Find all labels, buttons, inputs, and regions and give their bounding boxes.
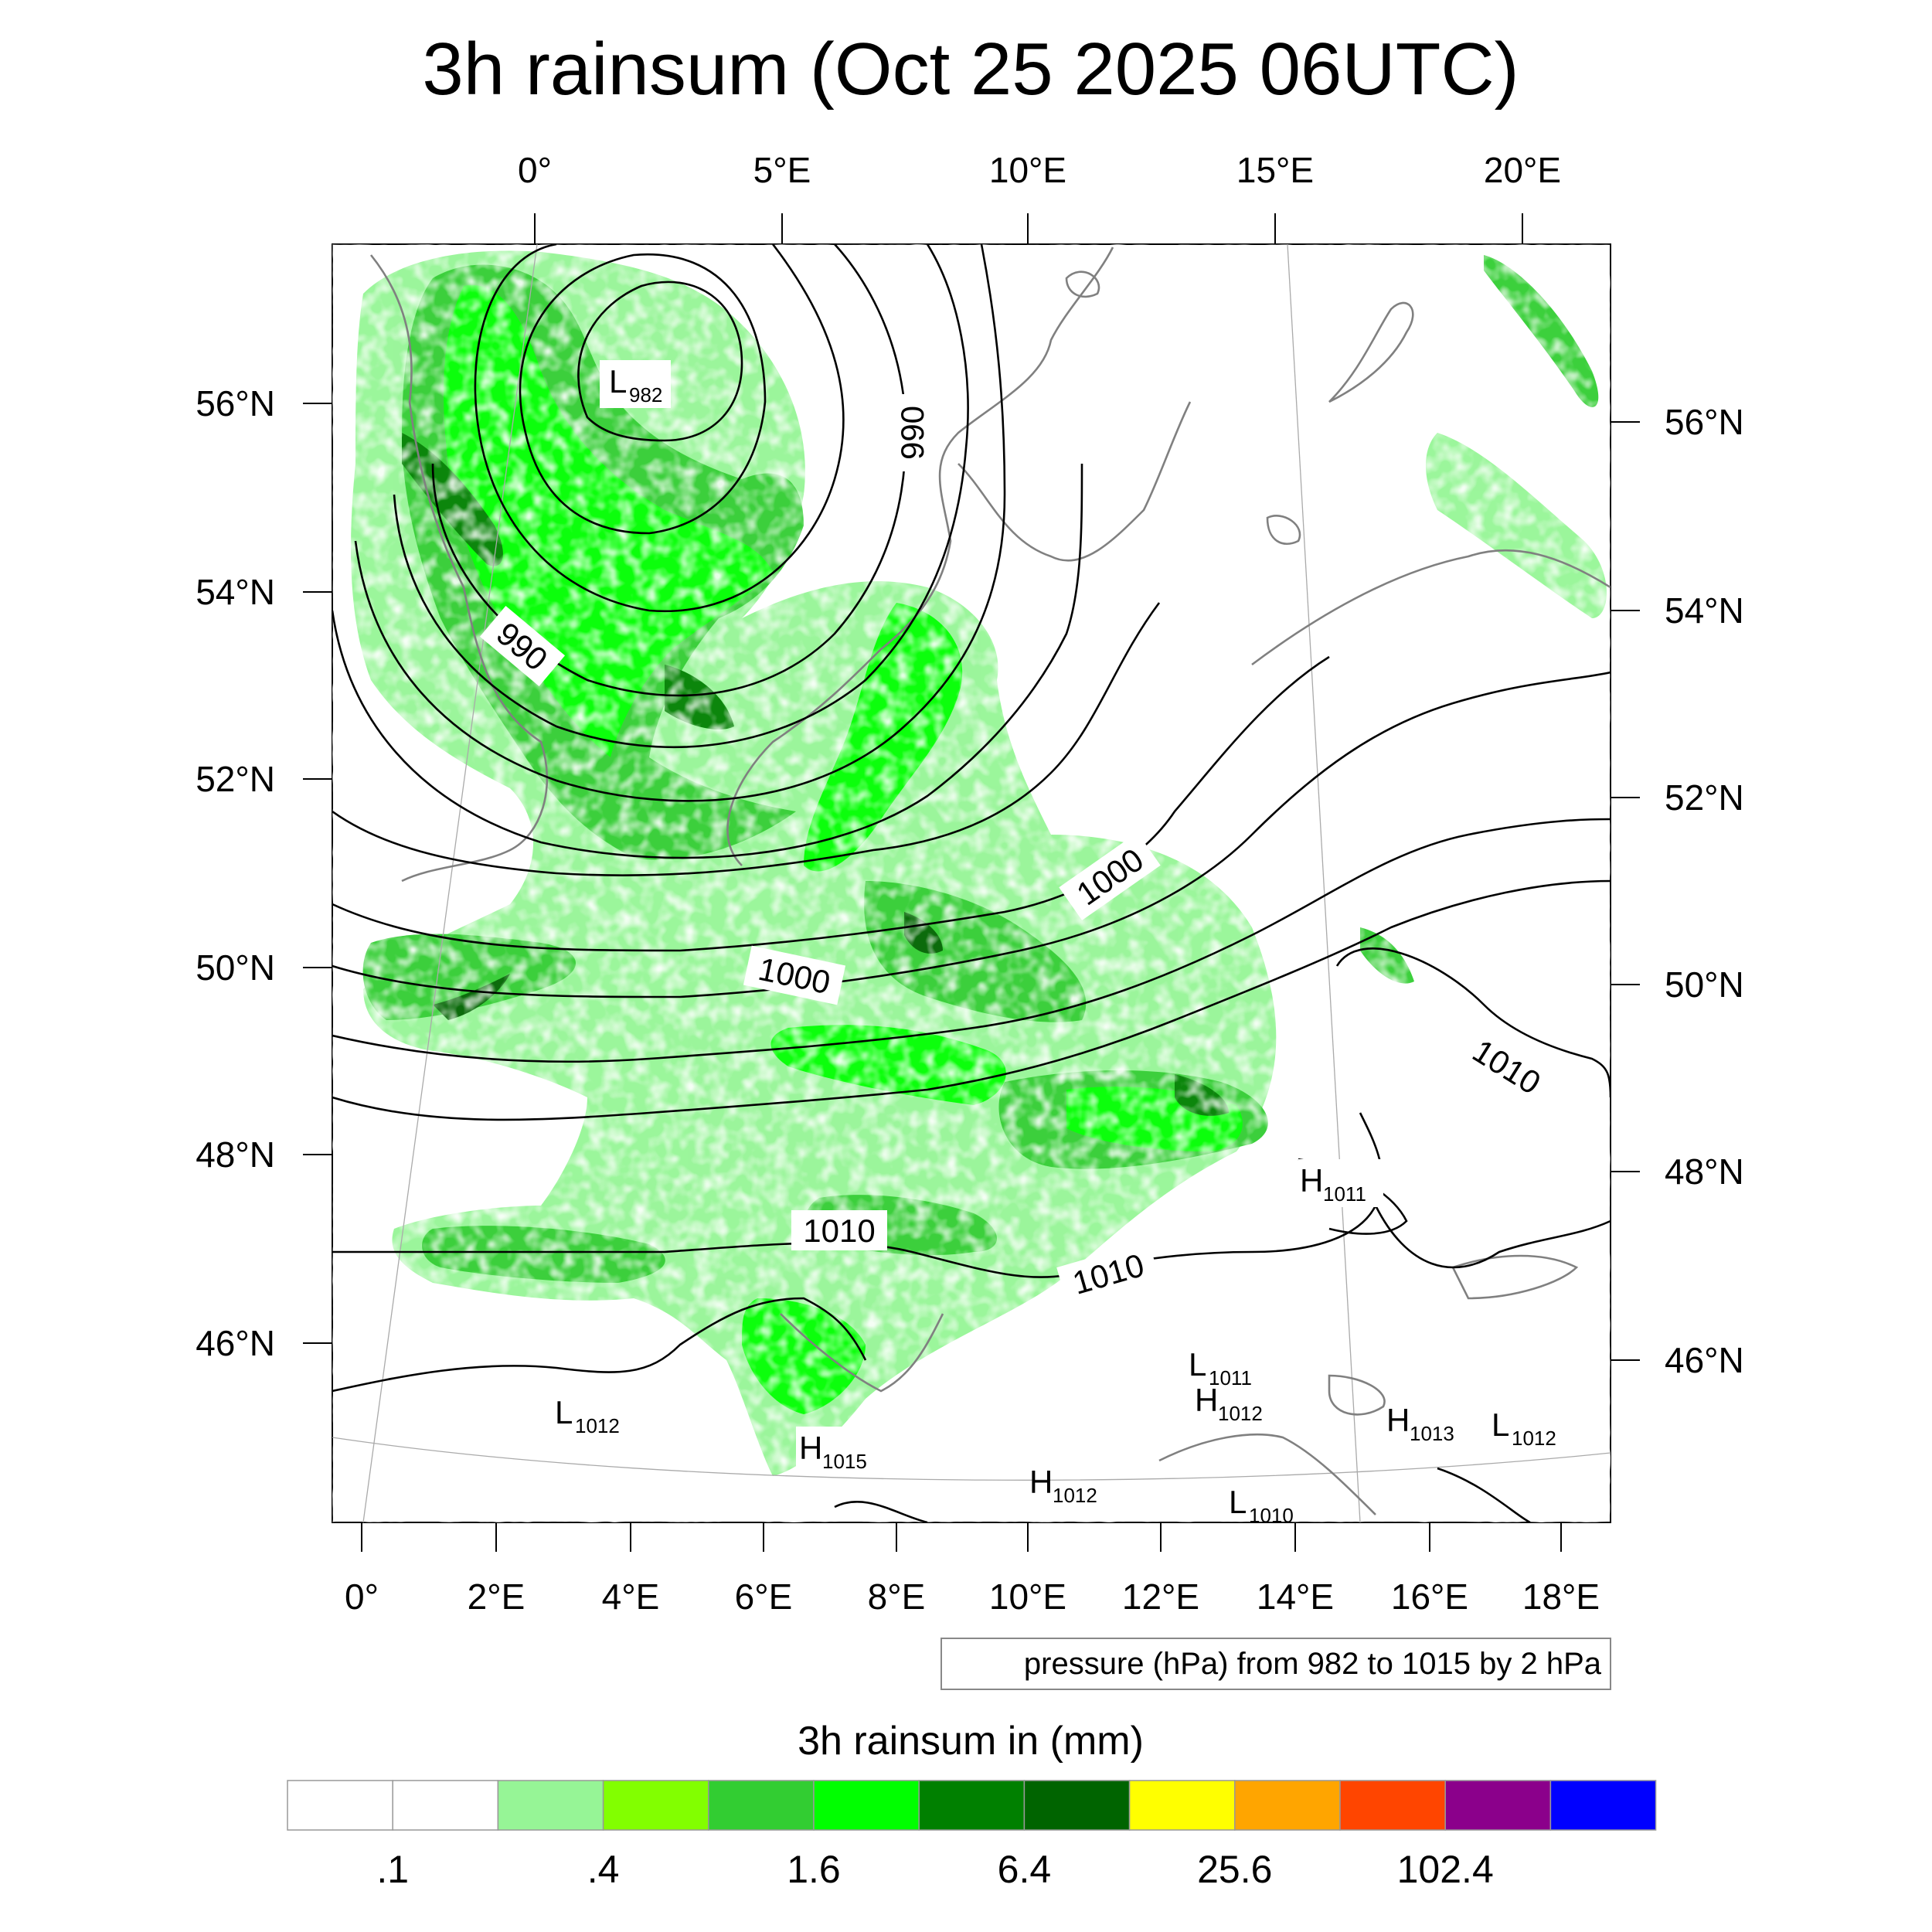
colorbar-box [918,1780,1026,1831]
contour-info-text: pressure (hPa) from 982 to 1015 by 2 hPa [1024,1647,1602,1681]
bottom-lon-label-4e: 4°E [602,1577,660,1617]
colorbar-box [1234,1780,1341,1831]
colorbar-label: 25.6 [1197,1848,1272,1891]
colorbar-box [708,1780,815,1831]
isobar-label-1010a: 1010 [803,1213,875,1249]
svg-text:L: L [1229,1484,1247,1520]
svg-text:L: L [1492,1406,1509,1443]
isobar-label-990a: 990 [894,406,930,460]
right-lat-label-56n: 56°N [1665,402,1744,442]
left-lat-label-48n: 48°N [196,1134,275,1175]
top-longitude-axis: 0° 5°E 10°E 15°E 20°E [518,150,1561,244]
colorbar: 3h rainsum in (mm) .1 .4 1.6 6.4 25.6 102.4 [287,1719,1657,1891]
isobars [332,244,1611,1522]
svg-text:1012: 1012 [1512,1427,1556,1450]
bottom-lon-label-6e: 6°E [735,1577,793,1617]
top-lon-label-10e: 10°E [989,150,1066,190]
left-lat-label-54n: 54°N [196,572,275,612]
svg-text:H: H [1195,1382,1218,1418]
svg-text:H: H [1029,1464,1053,1500]
top-lon-label-20e: 20°E [1484,150,1561,190]
bottom-lon-label-14e: 14°E [1257,1577,1334,1617]
pressure-center-low-1012b: L 1012 [1492,1406,1556,1450]
colorbar-box [287,1780,393,1831]
svg-text:1015: 1015 [822,1450,867,1473]
colorbar-box [1023,1780,1131,1831]
colorbar-box [1444,1780,1552,1831]
right-latitude-axis: 56°N 54°N 52°N 50°N 48°N 46°N [1611,402,1744,1380]
right-lat-label-46n: 46°N [1665,1340,1744,1380]
colorbar-box [1339,1780,1446,1831]
left-lat-label-52n: 52°N [196,759,275,799]
bottom-lon-label-8e: 8°E [868,1577,926,1617]
colorbar-label: 102.4 [1397,1848,1494,1891]
right-lat-label-48n: 48°N [1665,1151,1744,1192]
top-lon-label-5e: 5°E [753,150,811,190]
colorbar-labels: .1 .4 1.6 6.4 25.6 102.4 [376,1848,1493,1891]
left-lat-label-50n: 50°N [196,947,275,988]
isobar-labels: 990 990 1000 1000 1010 [479,394,1559,1307]
pressure-center-low-1010: L 1010 [1229,1484,1294,1527]
bottom-lon-label-12e: 12°E [1122,1577,1199,1617]
colorbar-box [602,1780,709,1831]
map-area: 990 990 1000 1000 1010 [332,243,1611,1527]
colorbar-boxes [287,1780,1657,1831]
svg-text:H: H [1386,1402,1410,1438]
svg-text:1011: 1011 [1323,1182,1366,1206]
colorbar-box [392,1780,499,1831]
left-lat-label-56n: 56°N [196,383,275,423]
svg-text:H: H [799,1430,822,1466]
pressure-center-high-1012a: H 1012 [1195,1382,1263,1425]
svg-text:1012: 1012 [575,1414,620,1437]
svg-text:H: H [1300,1162,1323,1199]
right-lat-label-52n: 52°N [1665,777,1744,818]
svg-text:1012: 1012 [1218,1402,1263,1425]
bottom-lon-label-18e: 18°E [1522,1577,1600,1617]
pressure-center-high-1015: H 1015 [796,1427,881,1475]
left-lat-label-46n: 46°N [196,1323,275,1363]
left-latitude-axis: 56°N 54°N 52°N 50°N 48°N 46°N [196,383,332,1363]
colorbar-title: 3h rainsum in (mm) [798,1719,1144,1764]
map-title: 3h rainsum (Oct 25 2025 06UTC) [422,28,1519,111]
pressure-center-low-1011: L 1011 [1189,1346,1252,1389]
colorbar-box [813,1780,920,1831]
pressure-centers: L 982 H 1011 L 1011 H 1012 L [555,360,1556,1527]
right-lat-label-50n: 50°N [1665,964,1744,1005]
svg-text:L: L [609,363,627,400]
graticule [332,244,1611,1522]
pressure-center-low-982: L 982 [600,360,671,408]
pressure-center-high-1011: H 1011 [1298,1159,1383,1207]
top-lon-label-15e: 15°E [1236,150,1314,190]
colorbar-box [1549,1780,1657,1831]
pressure-center-high-1012b: H 1012 [1029,1464,1097,1507]
pressure-center-low-1012a: L 1012 [555,1394,620,1437]
bottom-lon-label-10e: 10°E [989,1577,1066,1617]
bottom-lon-label-16e: 16°E [1391,1577,1468,1617]
pressure-center-high-1013: H 1013 [1386,1402,1454,1445]
top-lon-label-0: 0° [518,150,552,190]
bottom-lon-label-2e: 2°E [468,1577,526,1617]
svg-text:1011: 1011 [1209,1366,1252,1389]
svg-text:1012: 1012 [1053,1484,1097,1507]
colorbar-label: .4 [587,1848,620,1891]
contour-info-box: pressure (hPa) from 982 to 1015 by 2 hPa [940,1638,1611,1690]
bottom-lon-label-0: 0° [345,1577,379,1617]
colorbar-box [497,1780,604,1831]
svg-text:1010: 1010 [1249,1504,1294,1527]
colorbar-label: 6.4 [998,1848,1052,1891]
svg-text:982: 982 [629,383,662,406]
colorbar-label: .1 [376,1848,409,1891]
svg-text:1013: 1013 [1410,1422,1454,1445]
colorbar-box [1128,1780,1236,1831]
svg-text:L: L [555,1394,573,1430]
bottom-longitude-axis: 0° 2°E 4°E 6°E 8°E 10°E 12°E 14°E 16°E 1… [345,1522,1600,1617]
right-lat-label-54n: 54°N [1665,590,1744,631]
svg-text:L: L [1189,1346,1206,1383]
colorbar-label: 1.6 [787,1848,841,1891]
coastlines [369,247,1611,1515]
